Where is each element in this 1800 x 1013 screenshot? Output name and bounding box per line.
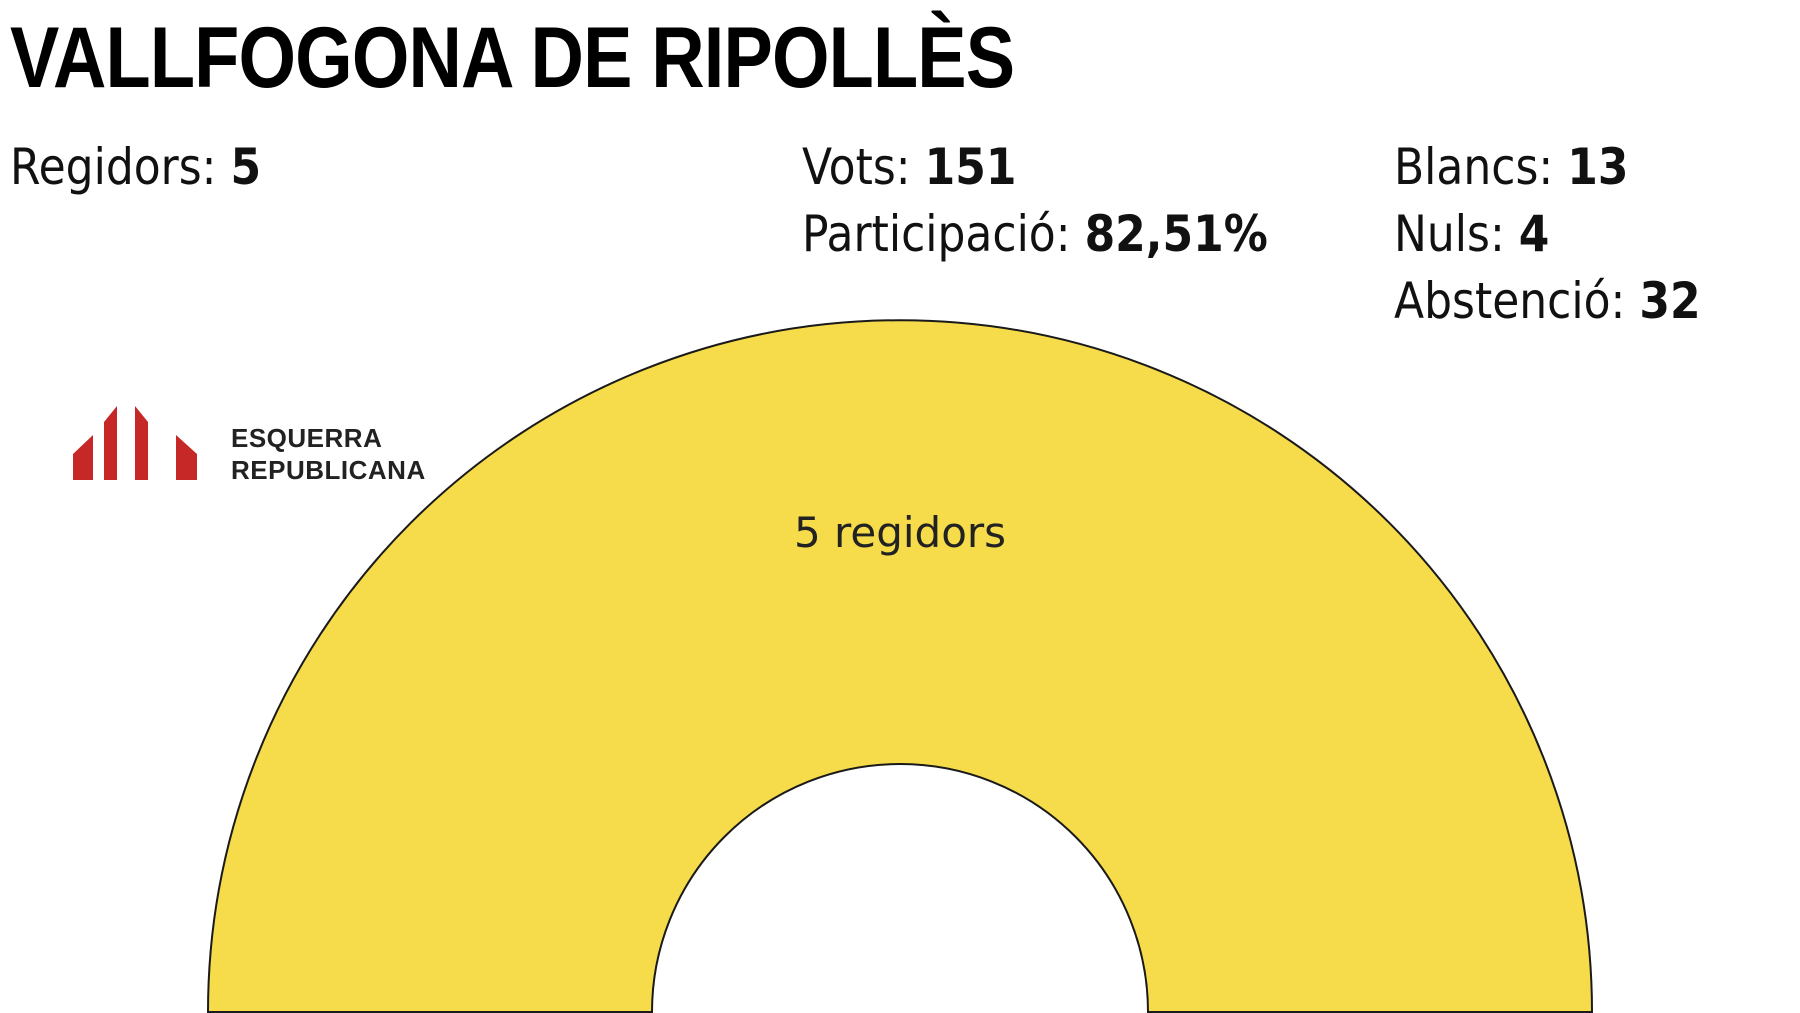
stat-regidors-value: 5 xyxy=(230,138,262,196)
party-logo: ESQUERRA REPUBLICANA xyxy=(73,404,453,486)
page-title: VALLFOGONA DE RIPOLLÈS xyxy=(10,10,1015,106)
stat-abstencio: Abstenció: 32 xyxy=(1394,268,1701,334)
stat-nuls-label: Nuls: xyxy=(1394,205,1505,263)
stat-nuls: Nuls: 4 xyxy=(1394,201,1549,267)
party-name-line2: REPUBLICANA xyxy=(231,455,426,485)
stat-blancs-value: 13 xyxy=(1567,138,1629,196)
party-name-line1: ESQUERRA xyxy=(231,423,383,453)
seat-arc-erc xyxy=(206,319,1594,1013)
stat-participacio-label: Participació: xyxy=(802,205,1071,263)
stat-abstencio-value: 32 xyxy=(1639,272,1701,330)
party-name: ESQUERRA REPUBLICANA xyxy=(231,422,426,486)
seat-count-label: 5 regidors xyxy=(793,508,1007,557)
stat-vots-value: 151 xyxy=(924,138,1017,196)
stat-regidors: Regidors: 5 xyxy=(10,134,261,200)
stat-vots: Vots: 151 xyxy=(802,134,1016,200)
stat-participacio-value: 82,51% xyxy=(1084,205,1268,263)
stat-blancs-label: Blancs: xyxy=(1394,138,1554,196)
stat-regidors-label: Regidors: xyxy=(10,138,217,196)
erc-logo-icon xyxy=(73,406,197,480)
stat-blancs: Blancs: 13 xyxy=(1394,134,1628,200)
stat-vots-label: Vots: xyxy=(802,138,911,196)
stat-participacio: Participació: 82,51% xyxy=(802,201,1268,267)
stat-abstencio-label: Abstenció: xyxy=(1394,272,1626,330)
stat-nuls-value: 4 xyxy=(1518,205,1550,263)
